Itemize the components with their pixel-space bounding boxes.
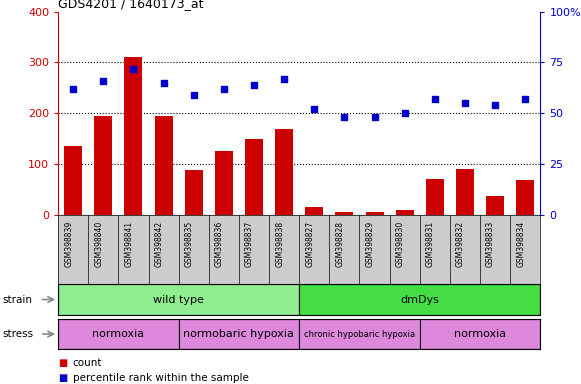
Text: count: count [73, 358, 102, 368]
Text: GSM398836: GSM398836 [215, 220, 224, 267]
Text: dmDys: dmDys [400, 295, 439, 305]
Text: GSM398828: GSM398828 [335, 220, 345, 266]
Point [219, 86, 228, 92]
Text: normoxia: normoxia [92, 329, 145, 339]
Point [430, 96, 439, 102]
Bar [516, 180, 535, 215]
Bar [486, 196, 504, 215]
Point [310, 106, 319, 112]
Bar [335, 212, 353, 215]
Point [460, 100, 469, 106]
Bar [58, 319, 179, 349]
Text: GSM398841: GSM398841 [124, 220, 134, 267]
Text: GSM398839: GSM398839 [64, 220, 73, 267]
Bar [456, 169, 474, 215]
Bar [365, 212, 383, 215]
Text: chronic hypobaric hypoxia: chronic hypobaric hypoxia [304, 329, 415, 339]
Point [69, 86, 78, 92]
Point [279, 76, 289, 82]
Bar [245, 139, 263, 215]
Text: normobaric hypoxia: normobaric hypoxia [184, 329, 295, 339]
Bar [58, 284, 299, 315]
Text: GSM398833: GSM398833 [486, 220, 495, 267]
Text: GSM398829: GSM398829 [365, 220, 375, 267]
Point [490, 102, 500, 108]
Point [400, 110, 410, 116]
Bar [179, 319, 299, 349]
Point [99, 78, 108, 84]
Bar [299, 319, 420, 349]
Text: normoxia: normoxia [454, 329, 506, 339]
Text: ■: ■ [58, 358, 67, 368]
Text: ■: ■ [58, 373, 67, 383]
Text: stress: stress [3, 329, 34, 339]
Bar [305, 207, 324, 215]
Bar [299, 284, 540, 315]
Point [340, 114, 349, 121]
Point [370, 114, 379, 121]
Text: GSM398837: GSM398837 [245, 220, 254, 267]
Text: GSM398834: GSM398834 [517, 220, 525, 267]
Bar [155, 116, 173, 215]
Point [521, 96, 530, 102]
Text: GDS4201 / 1640173_at: GDS4201 / 1640173_at [58, 0, 203, 10]
Text: percentile rank within the sample: percentile rank within the sample [73, 373, 249, 383]
Bar [124, 57, 142, 215]
Bar [185, 170, 203, 215]
Bar [215, 151, 233, 215]
Text: GSM398830: GSM398830 [396, 220, 405, 267]
Text: GSM398827: GSM398827 [305, 220, 314, 267]
Bar [426, 179, 444, 215]
Bar [396, 210, 414, 215]
Bar [94, 116, 112, 215]
Text: GSM398831: GSM398831 [426, 220, 435, 267]
Text: GSM398832: GSM398832 [456, 220, 465, 267]
Text: GSM398840: GSM398840 [94, 220, 103, 267]
Text: GSM398838: GSM398838 [275, 220, 284, 267]
Bar [275, 129, 293, 215]
Bar [420, 319, 540, 349]
Bar [64, 146, 83, 215]
Text: wild type: wild type [153, 295, 204, 305]
Point [189, 92, 198, 98]
Text: GSM398842: GSM398842 [155, 220, 164, 267]
Point [129, 65, 138, 71]
Text: strain: strain [3, 295, 33, 305]
Point [249, 82, 259, 88]
Point [159, 79, 168, 86]
Text: GSM398835: GSM398835 [185, 220, 193, 267]
